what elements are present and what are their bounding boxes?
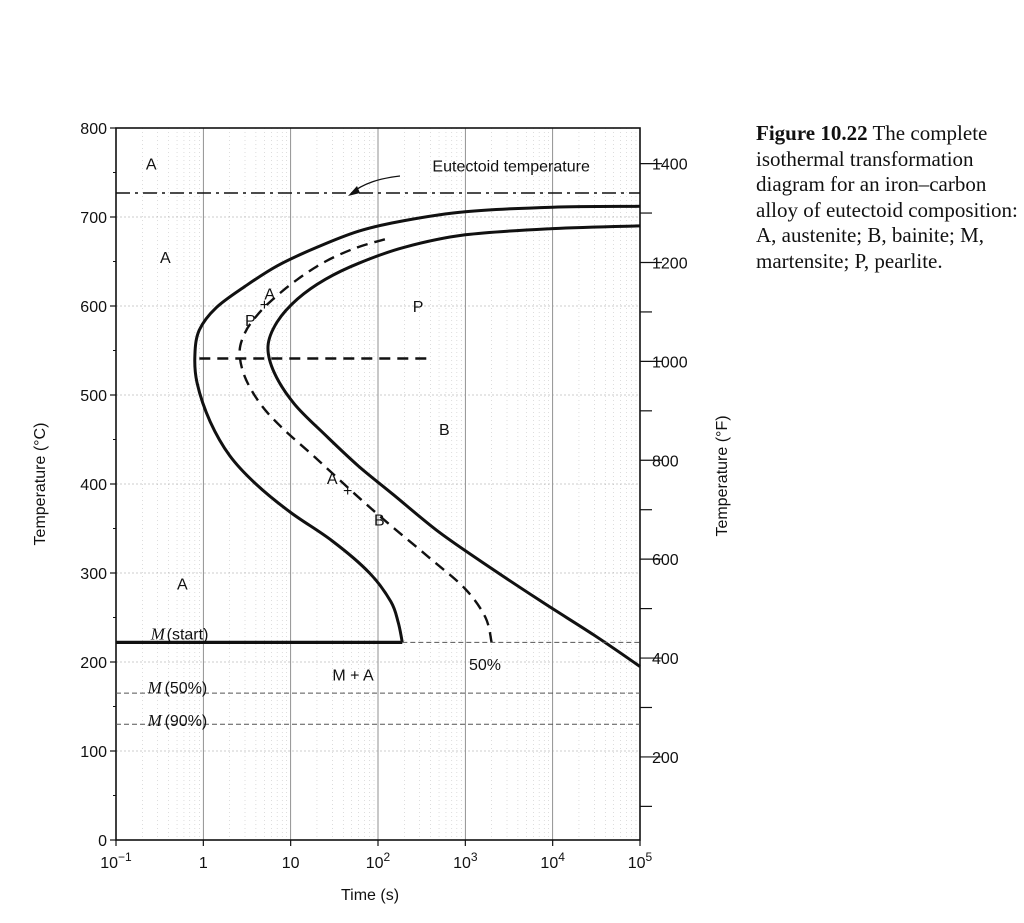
region-label: B [439, 422, 450, 439]
x-tick-label: 105 [628, 850, 653, 872]
curve-solid-0 [193, 204, 641, 643]
eutectoid-pointer-arrow [351, 175, 401, 194]
y-tick-label: 800 [80, 121, 107, 138]
region-label: A [160, 250, 171, 267]
region-label: M + A [332, 667, 374, 684]
y-axis-title: Temperature (°C) [32, 423, 49, 546]
region-label: B [374, 513, 385, 530]
cross-marker: + [343, 483, 352, 500]
axes: 0 100 200 300 400 500 600 700 800 200 400 600 800 100… [80, 121, 687, 872]
y-tick-label: 100 [80, 744, 107, 761]
x-tick-label: 10 [282, 855, 300, 872]
region-label: (90%) [165, 713, 208, 730]
transformation-curves [116, 192, 641, 725]
figure-number: Figure 10.22 [756, 121, 868, 145]
region-label: 50% [469, 657, 501, 674]
y2-tick-label: 400 [652, 651, 679, 668]
y2-tick-label: 200 [652, 750, 679, 767]
x-axis-title: Time (s) [341, 887, 399, 904]
figure-caption-text: The complete isothermal transformation d… [756, 121, 1018, 273]
x-tick-label: 103 [453, 850, 478, 872]
region-label: A [264, 287, 275, 304]
y-tick-label: 200 [80, 655, 107, 672]
y2-tick-label: 1400 [652, 157, 688, 174]
y2-axis-title: Temperature (°F) [714, 415, 731, 536]
region-label: M [150, 625, 166, 644]
region-label: P [245, 313, 256, 330]
eutectoid-arrowhead [348, 186, 360, 196]
x-tick-label: 102 [366, 850, 391, 872]
y-tick-label: 300 [80, 566, 107, 583]
y2-tick-label: 800 [652, 453, 679, 470]
region-label: P [413, 299, 424, 316]
y2-tick-label: 600 [652, 552, 679, 569]
region-label: M [147, 711, 163, 730]
region-label: (50%) [165, 680, 208, 697]
region-label: M [147, 678, 163, 697]
cross-marker: + [260, 297, 269, 314]
y-tick-label: 0 [98, 833, 107, 850]
region-label: A [327, 471, 338, 488]
curve-dashed-2 [238, 238, 493, 643]
region-label: A [177, 577, 188, 594]
y-tick-label: 500 [80, 388, 107, 405]
plot-grid [115, 127, 640, 841]
x-tick-label: 10−1 [100, 850, 132, 872]
curve-solid-1 [266, 224, 641, 668]
y2-tick-label: 1000 [652, 354, 688, 371]
region-label: Eutectoid temperature [432, 158, 590, 175]
x-tick-label: 1 [199, 855, 208, 872]
y2-tick-label: 1200 [652, 255, 688, 272]
y-tick-label: 400 [80, 477, 107, 494]
region-label: A [146, 157, 157, 174]
x-tick-label: 104 [540, 850, 565, 872]
region-label: (start) [167, 627, 209, 644]
y-tick-label: 600 [80, 299, 107, 316]
figure-caption: Figure 10.22 The complete isothermal tra… [756, 121, 1018, 274]
y-tick-label: 700 [80, 210, 107, 227]
